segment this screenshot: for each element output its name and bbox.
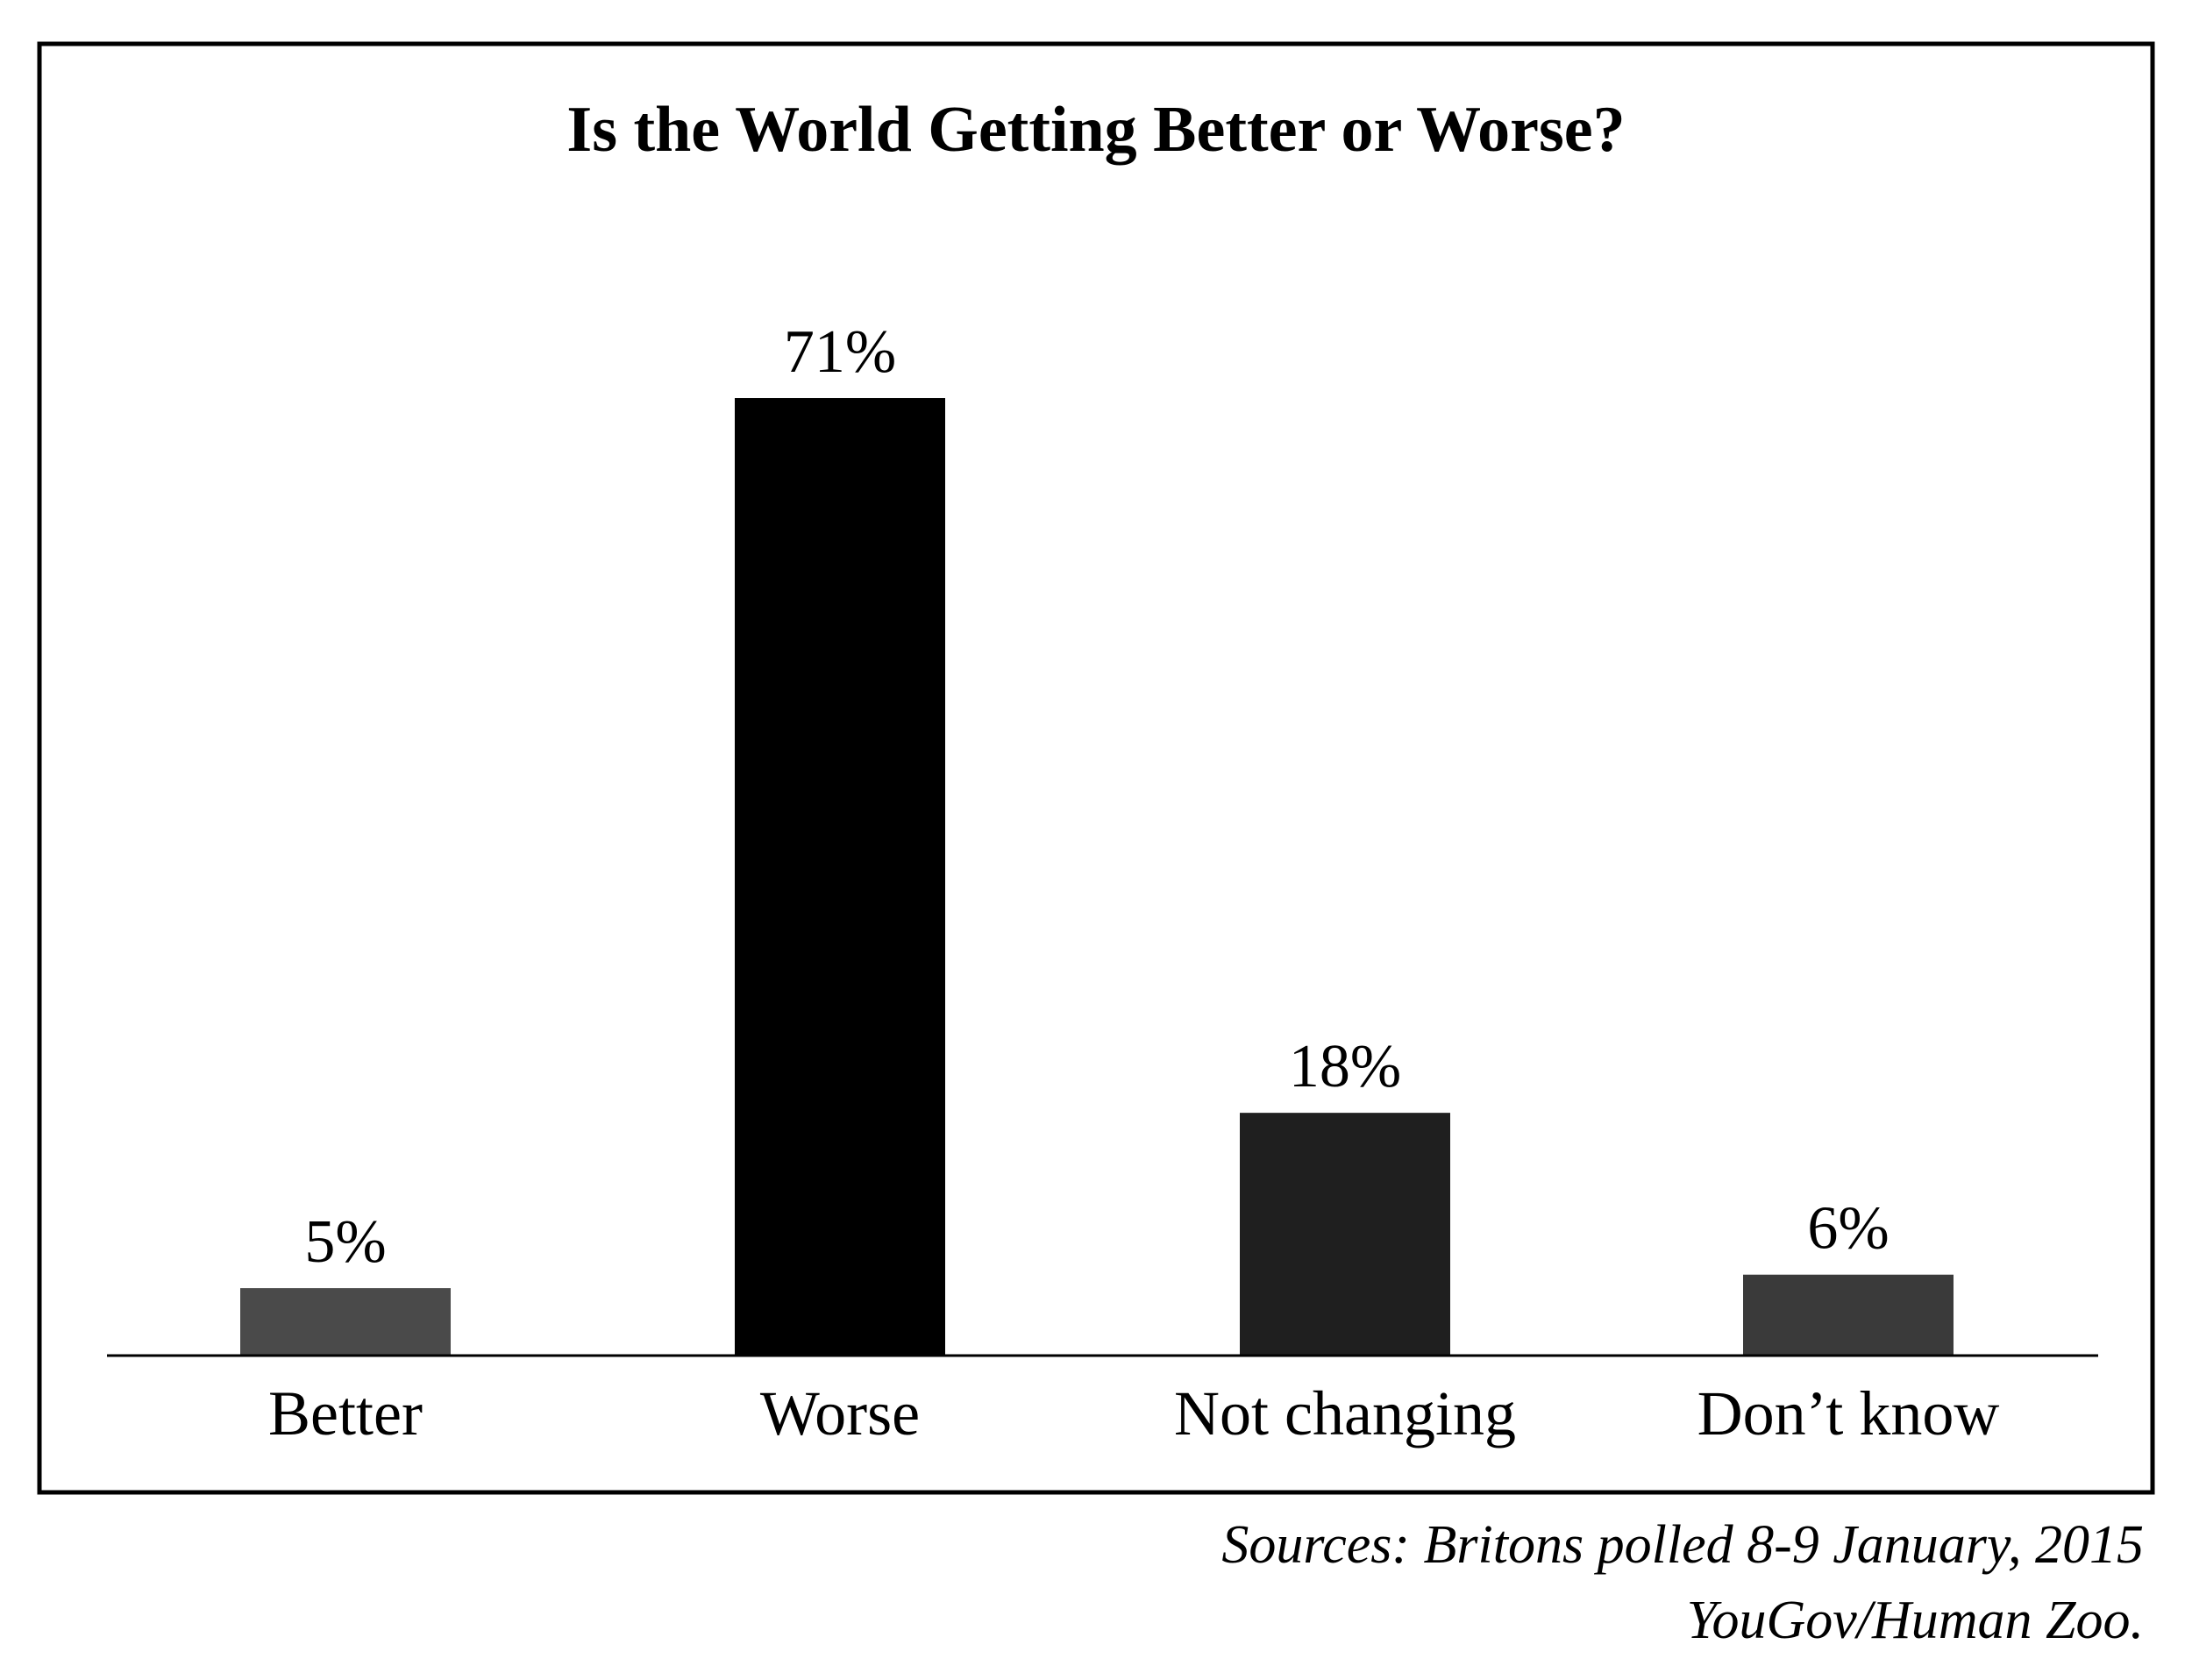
- category-label: Not changing: [1174, 1378, 1516, 1449]
- category-label: Better: [268, 1378, 423, 1449]
- bar-don-t-know: [1743, 1274, 1954, 1356]
- value-label: 5%: [304, 1208, 386, 1276]
- category-labels: Better Worse Not changing Don’t know: [268, 1378, 1999, 1449]
- chart-title: Is the World Getting Better or Worse?: [566, 94, 1625, 166]
- bar-better: [240, 1288, 451, 1356]
- value-label: 18%: [1289, 1033, 1401, 1100]
- value-labels: 5% 71% 18% 6%: [304, 318, 1889, 1276]
- value-label: 71%: [784, 318, 896, 386]
- bar-not-changing: [1240, 1113, 1450, 1356]
- category-label: Don’t know: [1697, 1378, 2000, 1449]
- category-label: Worse: [760, 1378, 920, 1449]
- bar-worse: [735, 398, 945, 1356]
- value-label: 6%: [1807, 1195, 1889, 1263]
- chart-frame: [37, 41, 2155, 1495]
- bars: [240, 398, 1954, 1356]
- source-line-1: Sources: Britons polled 8-9 January, 201…: [1221, 1515, 2144, 1575]
- source-line-2: YouGov/Human Zoo.: [1687, 1591, 2144, 1650]
